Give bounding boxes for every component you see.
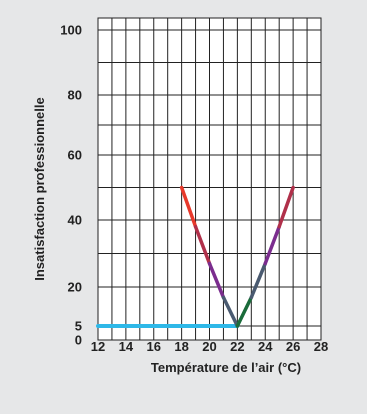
- grid: [97, 17, 322, 341]
- x-tick-label: 18: [174, 339, 188, 354]
- x-tick-label: 26: [286, 339, 300, 354]
- x-tick-label: 28: [314, 339, 328, 354]
- series-line-v-segment: [235, 295, 254, 328]
- y-tick-label: 100: [60, 23, 82, 38]
- x-tick-label: 16: [147, 339, 161, 354]
- x-tick-label: 12: [91, 339, 105, 354]
- y-tick-label: 0: [75, 333, 82, 348]
- x-tick-label: 24: [258, 339, 273, 354]
- x-axis-ticks: 12 14 16 18 20 22 24 26 28: [91, 339, 328, 354]
- y-tick-label: 80: [68, 88, 82, 103]
- y-axis-label: Insatisfaction professionnelle: [32, 97, 47, 281]
- x-tick-label: 14: [119, 339, 134, 354]
- series-line-v-segment: [263, 224, 281, 266]
- y-axis-ticks: 05 20 40 60 80 100: [60, 23, 82, 348]
- series-line-v-segment: [193, 224, 212, 266]
- series-line-v-segment: [207, 261, 226, 300]
- plot-border: [97, 17, 322, 341]
- x-axis-label: Température de l’air (°C): [151, 360, 301, 375]
- y-tick-label: 60: [68, 148, 82, 163]
- series-line-v-segment: [277, 185, 295, 229]
- series-line-v-segment: [179, 185, 198, 229]
- series-line-v-segment: [249, 261, 267, 300]
- y-tick-label: 40: [68, 213, 82, 228]
- x-tick-label: 20: [202, 339, 216, 354]
- x-tick-label: 22: [230, 339, 244, 354]
- series-line-v-segment: [221, 295, 240, 328]
- y-tick-label: 5: [75, 319, 82, 334]
- y-tick-label: 20: [68, 280, 82, 295]
- series-layer: [96, 185, 295, 328]
